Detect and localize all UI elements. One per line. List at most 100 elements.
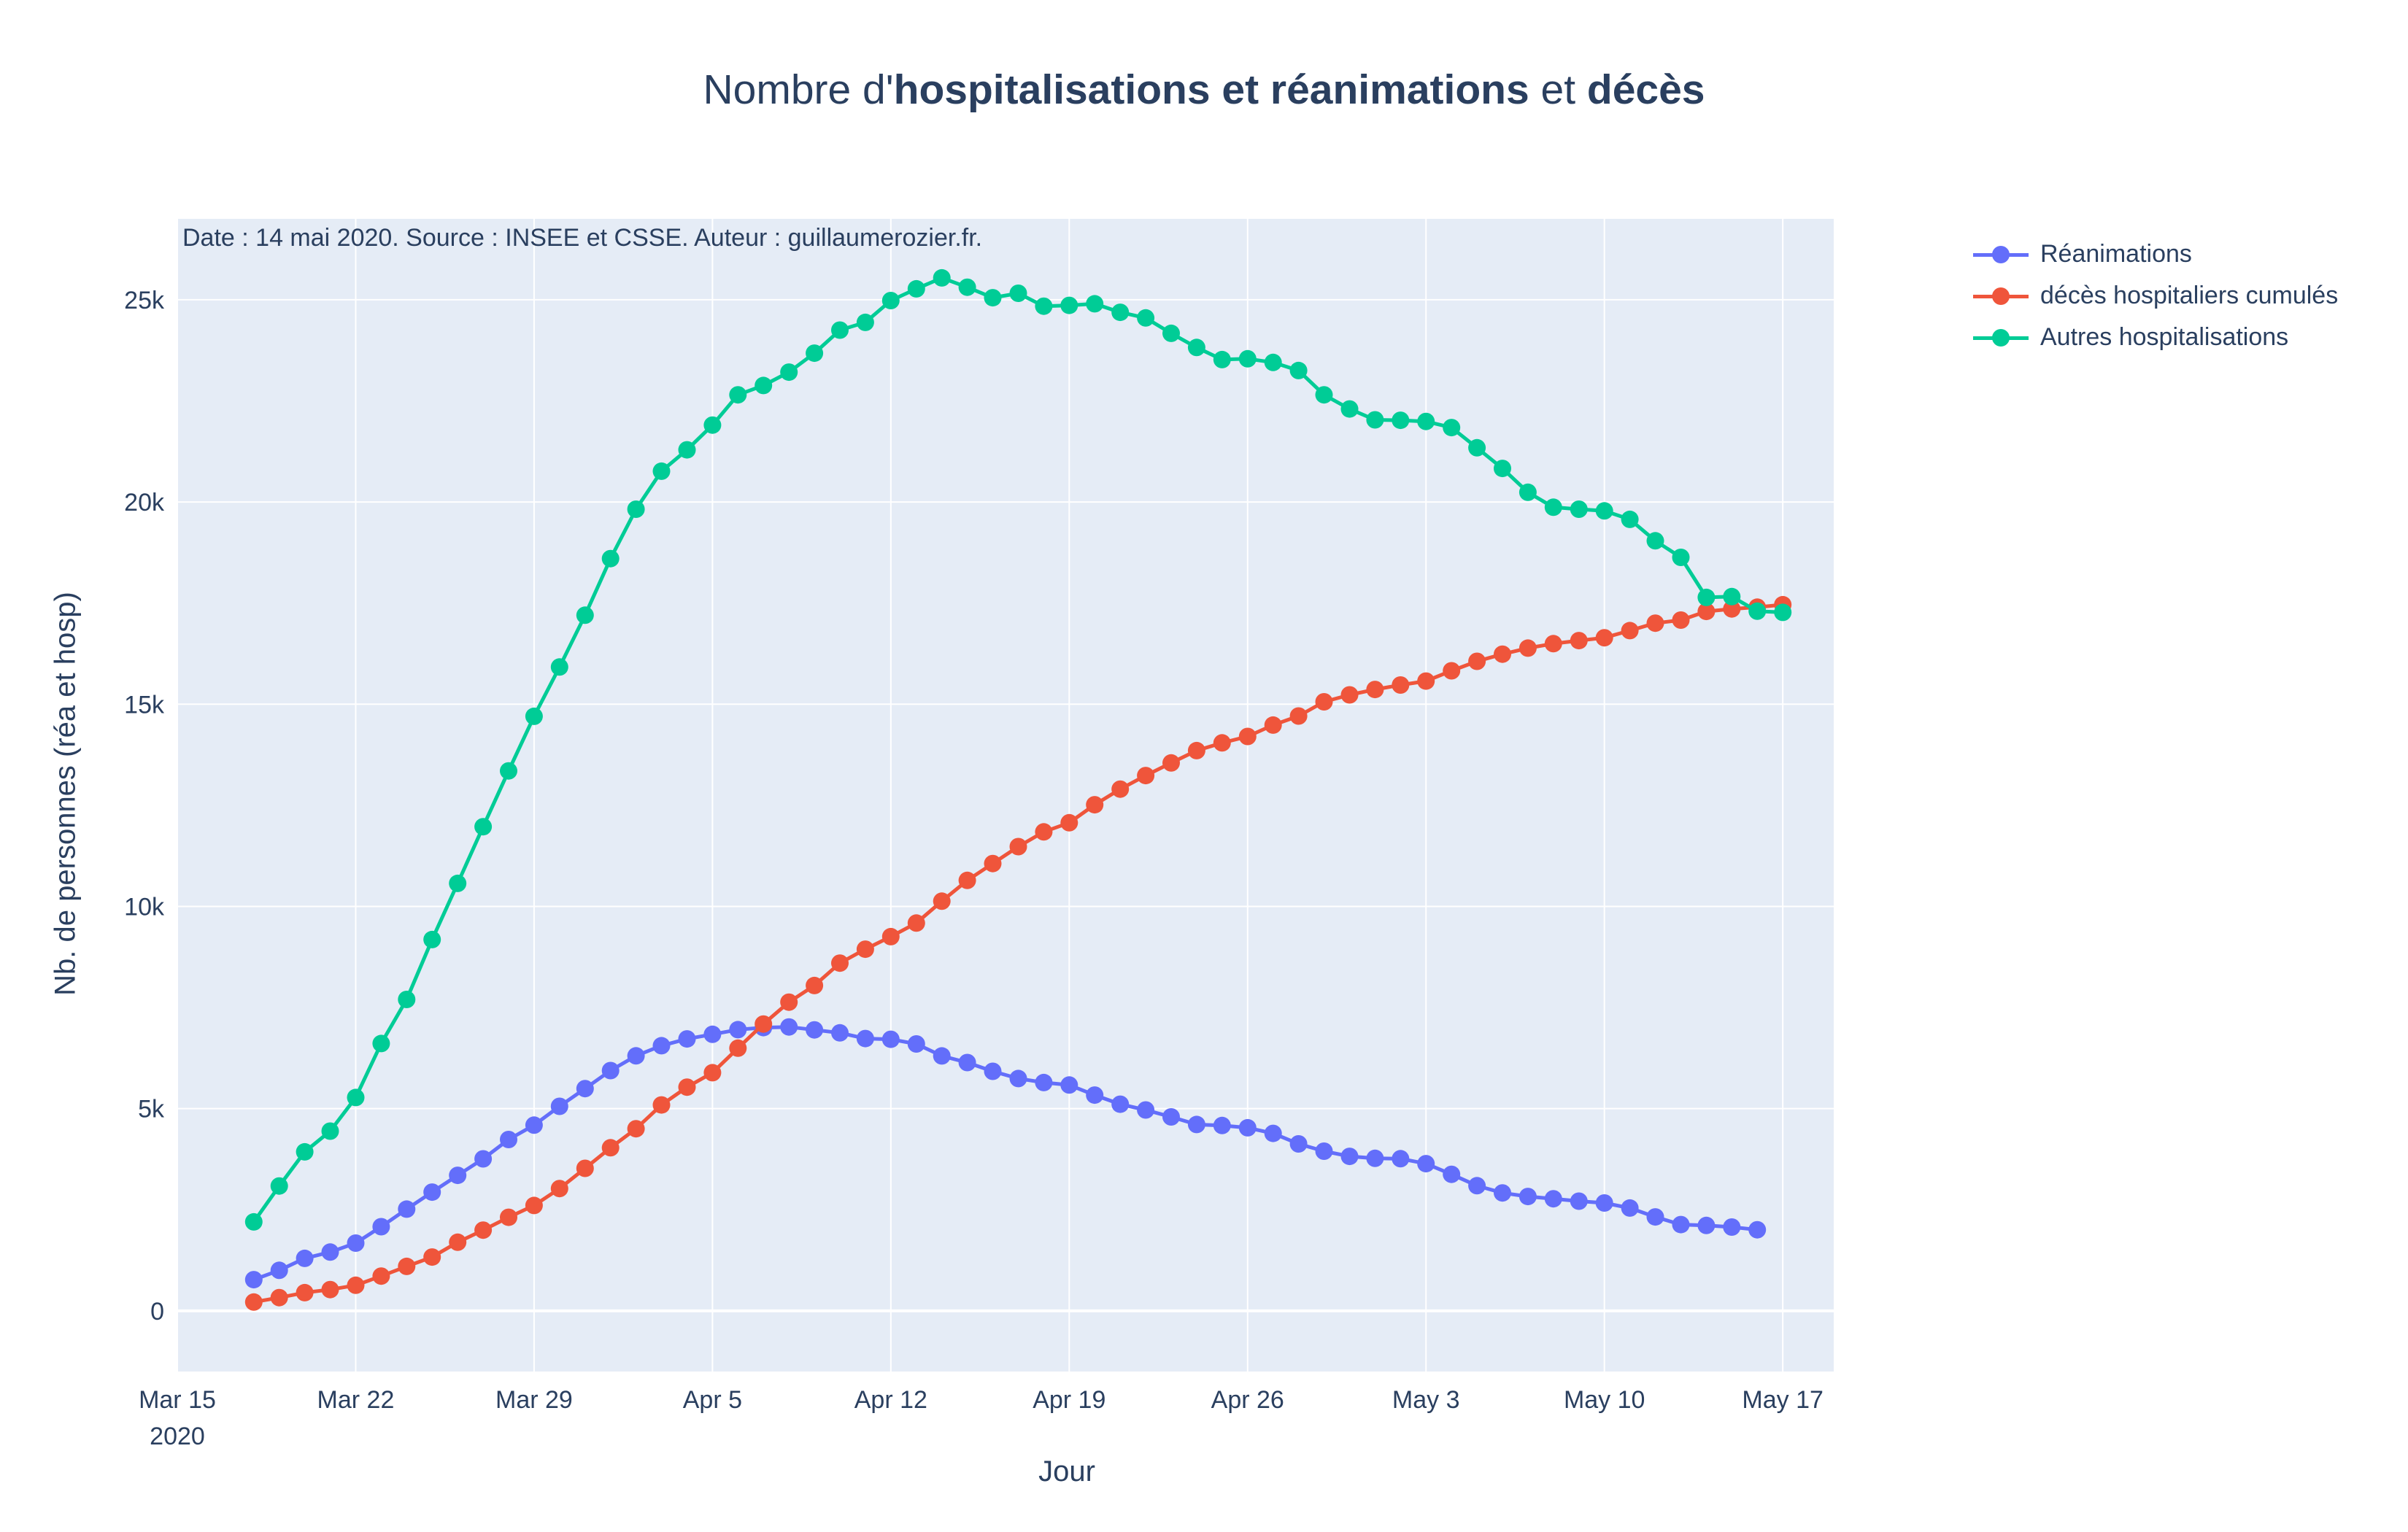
data-point-series-2[interactable] xyxy=(933,268,951,287)
data-point-series-0[interactable] xyxy=(1086,1086,1104,1104)
data-point-series-1[interactable] xyxy=(1595,629,1613,647)
data-point-series-1[interactable] xyxy=(1646,614,1664,632)
data-point-series-1[interactable] xyxy=(244,1293,263,1311)
data-point-series-1[interactable] xyxy=(881,927,900,945)
data-point-series-1[interactable] xyxy=(1009,837,1027,856)
data-point-series-1[interactable] xyxy=(525,1196,543,1215)
data-point-series-1[interactable] xyxy=(729,1039,747,1057)
data-point-series-1[interactable] xyxy=(1621,622,1639,640)
data-point-series-0[interactable] xyxy=(1392,1150,1410,1168)
data-point-series-1[interactable] xyxy=(1162,754,1180,772)
data-point-series-0[interactable] xyxy=(1238,1118,1257,1137)
data-point-series-2[interactable] xyxy=(1264,353,1282,371)
data-point-series-2[interactable] xyxy=(1494,460,1511,478)
data-point-series-2[interactable] xyxy=(1774,603,1792,622)
data-point-series-1[interactable] xyxy=(1544,635,1562,653)
data-point-series-2[interactable] xyxy=(398,991,416,1008)
data-point-series-0[interactable] xyxy=(1570,1192,1588,1210)
data-point-series-1[interactable] xyxy=(1518,639,1537,657)
legend-item-deces[interactable]: décès hospitaliers cumulés xyxy=(1970,275,2338,317)
data-point-series-0[interactable] xyxy=(933,1047,951,1065)
data-point-series-0[interactable] xyxy=(1595,1194,1613,1212)
data-point-series-0[interactable] xyxy=(1111,1095,1130,1113)
data-point-series-2[interactable] xyxy=(1162,324,1180,342)
data-point-series-1[interactable] xyxy=(449,1233,467,1251)
data-point-series-2[interactable] xyxy=(806,344,824,363)
data-point-series-1[interactable] xyxy=(1392,676,1410,694)
data-point-series-0[interactable] xyxy=(907,1035,925,1053)
data-point-series-1[interactable] xyxy=(703,1064,722,1082)
data-point-series-0[interactable] xyxy=(703,1025,722,1043)
data-point-series-2[interactable] xyxy=(1035,297,1053,315)
data-point-series-0[interactable] xyxy=(1494,1184,1511,1202)
data-point-series-2[interactable] xyxy=(1468,438,1486,457)
data-point-series-2[interactable] xyxy=(1315,386,1333,404)
data-point-series-1[interactable] xyxy=(1137,767,1155,785)
data-point-series-1[interactable] xyxy=(500,1208,517,1226)
data-point-series-2[interactable] xyxy=(1518,483,1537,501)
data-point-series-1[interactable] xyxy=(1340,686,1359,704)
data-point-series-2[interactable] xyxy=(831,321,849,339)
data-point-series-0[interactable] xyxy=(984,1062,1002,1080)
data-point-series-1[interactable] xyxy=(678,1078,696,1096)
data-point-series-0[interactable] xyxy=(449,1167,467,1185)
data-point-series-1[interactable] xyxy=(1417,672,1435,690)
data-point-series-0[interactable] xyxy=(398,1200,416,1218)
data-point-series-1[interactable] xyxy=(755,1015,773,1033)
data-point-series-1[interactable] xyxy=(1264,716,1282,734)
data-point-series-2[interactable] xyxy=(703,416,722,434)
data-point-series-2[interactable] xyxy=(627,500,645,518)
data-point-series-0[interactable] xyxy=(1417,1155,1435,1173)
data-point-series-2[interactable] xyxy=(1697,588,1716,606)
data-point-series-1[interactable] xyxy=(1289,707,1308,725)
data-point-series-1[interactable] xyxy=(296,1283,314,1301)
data-point-series-0[interactable] xyxy=(1646,1208,1664,1226)
data-point-series-0[interactable] xyxy=(347,1234,365,1252)
data-point-series-1[interactable] xyxy=(1111,780,1130,798)
data-point-series-1[interactable] xyxy=(576,1159,594,1177)
data-point-series-2[interactable] xyxy=(270,1177,288,1195)
data-point-series-1[interactable] xyxy=(321,1280,339,1299)
data-point-series-2[interactable] xyxy=(1340,400,1359,418)
data-point-series-2[interactable] xyxy=(1443,419,1461,437)
data-point-series-2[interactable] xyxy=(1137,309,1155,327)
data-point-series-2[interactable] xyxy=(1086,295,1104,313)
data-point-series-1[interactable] xyxy=(652,1096,671,1114)
data-point-series-2[interactable] xyxy=(474,818,493,836)
data-point-series-2[interactable] xyxy=(1392,411,1410,430)
data-point-series-0[interactable] xyxy=(244,1271,263,1289)
data-point-series-2[interactable] xyxy=(755,376,773,395)
data-point-series-2[interactable] xyxy=(449,874,467,892)
data-point-series-1[interactable] xyxy=(398,1257,416,1275)
data-point-series-2[interactable] xyxy=(984,289,1002,307)
data-point-series-0[interactable] xyxy=(474,1150,493,1168)
data-point-series-0[interactable] xyxy=(1544,1190,1562,1208)
data-point-series-0[interactable] xyxy=(1723,1218,1741,1236)
data-point-series-0[interactable] xyxy=(806,1021,824,1039)
data-point-series-0[interactable] xyxy=(881,1030,900,1048)
data-point-series-2[interactable] xyxy=(780,363,798,382)
data-point-series-2[interactable] xyxy=(907,279,925,298)
data-point-series-0[interactable] xyxy=(372,1218,390,1236)
data-point-series-0[interactable] xyxy=(1213,1116,1231,1134)
data-point-series-2[interactable] xyxy=(1111,303,1130,322)
data-point-series-0[interactable] xyxy=(321,1243,339,1261)
data-point-series-2[interactable] xyxy=(729,386,747,404)
data-point-series-0[interactable] xyxy=(1366,1149,1384,1167)
data-point-series-1[interactable] xyxy=(423,1248,441,1266)
data-point-series-2[interactable] xyxy=(856,313,874,331)
data-point-series-2[interactable] xyxy=(1621,510,1639,528)
data-point-series-1[interactable] xyxy=(1035,823,1053,841)
data-point-series-2[interactable] xyxy=(1060,296,1078,314)
data-point-series-0[interactable] xyxy=(1289,1135,1308,1153)
data-point-series-1[interactable] xyxy=(1697,603,1716,621)
data-point-series-2[interactable] xyxy=(576,606,594,624)
data-point-series-1[interactable] xyxy=(1238,727,1257,746)
legend-item-autres[interactable]: Autres hospitalisations xyxy=(1970,317,2338,358)
data-point-series-0[interactable] xyxy=(270,1261,288,1280)
data-point-series-2[interactable] xyxy=(423,930,441,948)
data-point-series-1[interactable] xyxy=(550,1180,568,1198)
data-point-series-1[interactable] xyxy=(1723,600,1741,618)
data-point-series-1[interactable] xyxy=(958,871,976,889)
data-point-series-1[interactable] xyxy=(1315,693,1333,711)
